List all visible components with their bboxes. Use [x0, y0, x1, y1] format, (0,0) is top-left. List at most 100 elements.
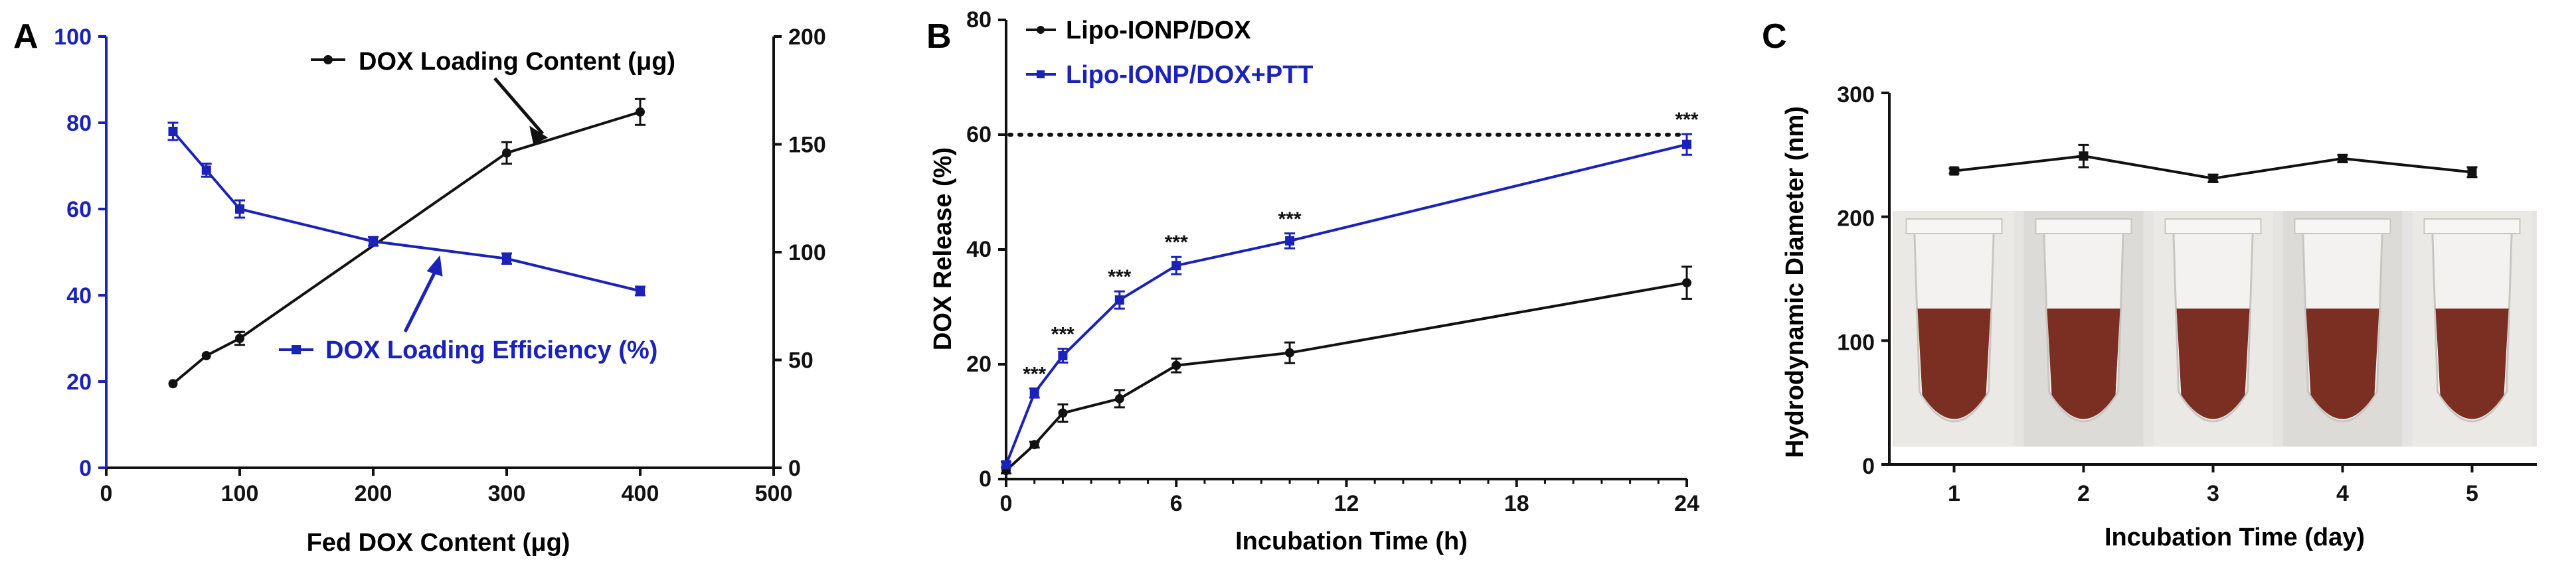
series-dox-loading-content-g-point [168, 379, 178, 389]
annotation-arrow-shaft-loading-content [493, 77, 545, 135]
series-hydrodynamic-diameter-point [2208, 173, 2218, 183]
x-tick-label: 300 [488, 481, 526, 506]
x-tick-label: 2 [2077, 481, 2090, 506]
left-y-tick-label: 60 [66, 197, 92, 222]
panel-b-series: ****************** [1001, 109, 1699, 476]
y-tick-label: 0 [979, 466, 991, 492]
series-lipo-ionp-dox-ptt-point [1114, 295, 1124, 305]
x-tick-label: 6 [1170, 491, 1183, 516]
x-tick-label: 3 [2207, 481, 2219, 506]
annotation-arrow-shaft-loading-efficiency [403, 269, 438, 333]
x-tick-label: 0 [1000, 491, 1013, 516]
panel-a-axes [105, 36, 775, 469]
series-dox-loading-content-g-point [201, 351, 211, 360]
legend-label-lipo-ionp-dox-ptt: Lipo-IONP/DOX+PTT [1066, 61, 1314, 89]
y-tick-label: 100 [1837, 330, 1875, 355]
panel-b-x-axis-label: Incubation Time (h) [1235, 528, 1468, 555]
x-tick-label: 0 [100, 481, 113, 506]
series-lipo-ionp-dox-ptt-point [1171, 261, 1181, 271]
x-tick-label: 200 [355, 481, 392, 506]
panel-a-chart: A 0 100 200 300 400 5000204060801000501001502… [13, 17, 826, 557]
tube-day-1-liquid [1917, 309, 1991, 419]
panel-a-x-axis-label: Fed DOX Content (μg) [307, 529, 570, 557]
right-y-tick-label: 100 [788, 240, 826, 265]
series-lipo-ionp-dox-ptt-point [1029, 388, 1039, 398]
significance-marker: *** [1165, 232, 1188, 253]
x-tick-label: 400 [622, 481, 659, 506]
right-y-tick-label: 150 [788, 133, 826, 158]
series-dox-loading-efficiency-point [235, 204, 244, 214]
series-lipo-ionp-dox-ptt-point [1058, 351, 1068, 361]
x-tick-label: 5 [2466, 481, 2478, 506]
series-lipo-ionp-dox-point [1058, 408, 1068, 418]
series-lipo-ionp-dox-point [1029, 440, 1039, 450]
right-y-tick-label: 0 [788, 456, 801, 481]
annotation-arrowhead-loading-content [529, 125, 549, 145]
series-hydrodynamic-diameter-point [2338, 153, 2348, 163]
series-dox-loading-content-g-point [502, 148, 511, 158]
series-lipo-ionp-dox-ptt-point [1285, 236, 1295, 246]
panel-a-annotation-loading-content: DOX Loading Content (μg) [359, 48, 675, 76]
left-y-tick-label: 100 [54, 25, 92, 50]
y-tick-label: 20 [966, 352, 991, 377]
panel-b-legend: Lipo-IONP/DOX Lipo-IONP/DOX+PTT [1026, 17, 1314, 89]
series-lipo-ionp-dox-point [1171, 360, 1181, 370]
legend-label-lipo-ionp-dox: Lipo-IONP/DOX [1066, 17, 1251, 44]
x-tick-label: 500 [755, 481, 793, 506]
significance-marker: *** [1278, 208, 1302, 230]
series-dox-loading-efficiency-line [171, 130, 641, 293]
tube-day-1-rim [1905, 218, 2003, 234]
panel-b-ticks: 0 6 12 18 24 0 20 40 60 80 [966, 7, 1699, 516]
right-y-tick-label: 50 [788, 348, 814, 374]
left-y-tick-label: 40 [66, 283, 92, 309]
series-dox-loading-efficiency-point [369, 236, 378, 246]
significance-marker: *** [1675, 109, 1698, 131]
series-hydrodynamic-diameter-point [2467, 167, 2477, 177]
series-dox-loading-content-g-point [636, 107, 645, 117]
tube-day-4-liquid [2306, 309, 2379, 419]
series-lipo-ionp-dox-ptt-point [1001, 460, 1011, 470]
panel-a-annotation-loading-efficiency: DOX Loading Efficiency (%) [325, 336, 657, 364]
panel-a-series [167, 55, 645, 389]
significance-marker: *** [1051, 324, 1074, 346]
panel-b-letter: B [926, 17, 952, 56]
series-dox-loading-content-g-point [235, 334, 244, 343]
panel-c-series [1948, 143, 2478, 183]
y-tick-label: 300 [1837, 82, 1875, 107]
panel-a-letter: A [13, 17, 39, 56]
series-hydrodynamic-diameter-point [2079, 151, 2089, 161]
panel-c-ticks: 1 2 3 4 5 0 100 200 300 [1837, 82, 2478, 506]
series-dox-loading-efficiency-point [168, 127, 178, 136]
significance-marker: *** [1023, 363, 1046, 385]
annotation-arrowhead-loading-efficiency [426, 255, 443, 277]
tube-day-2-rim [2035, 218, 2132, 234]
series-dox-loading-efficiency-point [502, 253, 511, 263]
x-tick-label: 18 [1504, 491, 1529, 516]
series-lipo-ionp-dox-point [1114, 393, 1124, 403]
series-dox-loading-efficiency-point [636, 286, 645, 296]
x-tick-label: 4 [2336, 481, 2349, 506]
y-tick-label: 0 [1862, 454, 1875, 479]
significance-marker: *** [1108, 266, 1131, 288]
x-tick-label: 24 [1674, 491, 1699, 516]
tube-day-4-rim [2294, 218, 2391, 234]
tube-photo-inset [1893, 211, 2537, 447]
panel-c-x-axis-label: Incubation Time (day) [2104, 524, 2365, 551]
tube-day-5-rim [2423, 218, 2521, 234]
series-lipo-ionp-dox-ptt-point [1682, 139, 1691, 149]
series-lipo-ionp-dox-point [1682, 278, 1691, 288]
annotation-legend-marker-loading-efficiency [292, 345, 301, 354]
series-hydrodynamic-diameter-point [1949, 166, 1959, 176]
right-y-tick-label: 200 [788, 25, 826, 50]
tube-day-5-liquid [2435, 309, 2509, 419]
x-tick-label: 1 [1948, 481, 1960, 506]
legend-marker-lipo-ionp-dox-ptt [1037, 70, 1045, 78]
y-tick-label: 40 [966, 237, 991, 262]
y-tick-label: 60 [966, 122, 991, 147]
tube-day-3-liquid [2176, 309, 2250, 419]
annotation-legend-marker-loading-content [323, 55, 333, 64]
